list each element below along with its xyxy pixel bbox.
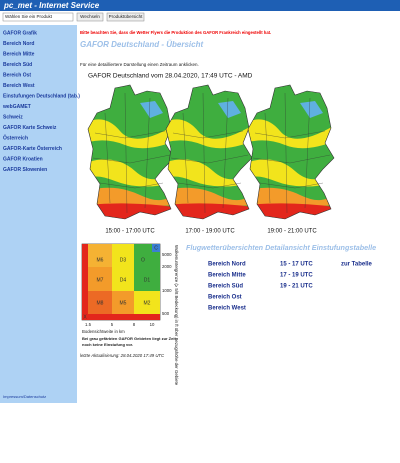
region-link[interactable]: Bereich Süd [208, 284, 243, 290]
sidebar-item[interactable]: Bereich Ost [3, 72, 31, 78]
switch-button[interactable] [76, 12, 104, 22]
sidebar-item[interactable]: Bereich West [3, 83, 35, 89]
time-link[interactable]: 17 - 19 UTC [280, 273, 313, 279]
sidebar-item[interactable]: Schweiz [3, 114, 23, 120]
header-bar [0, 0, 400, 11]
legend-cell: X [83, 314, 87, 320]
switch-button-text[interactable]: Wechseln [80, 14, 100, 19]
notice: Bitte beachten Sie, dass die Wetter Flye… [80, 30, 271, 35]
sidebar-item[interactable]: Einstufungen Deutschland (tab.) [3, 93, 80, 99]
legend-cell: O [141, 257, 145, 263]
legend-cell: M8 [97, 300, 104, 306]
legend-cell: M7 [97, 277, 104, 283]
sidebar-item[interactable]: Österreich [3, 134, 28, 141]
maps-title: GAFOR Deutschland vom 28.04.2020, 17:49 … [88, 73, 253, 80]
sidebar-item[interactable]: Bereich Süd [3, 62, 32, 68]
region-link[interactable]: Bereich Nord [208, 262, 246, 268]
overview-button-text[interactable]: Produktübersicht [109, 14, 144, 19]
legend-cell: M6 [97, 257, 104, 263]
product-select[interactable] [2, 12, 74, 22]
sidebar-item[interactable]: Bereich Mitte [3, 51, 35, 57]
sidebar [0, 25, 77, 403]
table-link[interactable]: zur Tabelle [341, 262, 373, 268]
legend-cell: M5 [120, 300, 127, 306]
sidebar-item[interactable]: GAFOR Slowenien [3, 167, 47, 173]
region-link[interactable]: Bereich West [208, 306, 246, 312]
links-heading: Flugwetterübersichten Detailansicht Eins… [186, 243, 376, 252]
legend-note: noch keine Einstufung vor. [82, 342, 133, 347]
sidebar-item[interactable]: Bereich Nord [3, 41, 34, 47]
sidebar-item[interactable]: GAFOR Grafik [3, 30, 37, 36]
header-title: pc_met - Internet Service [3, 1, 100, 10]
sidebar-item[interactable]: GAFOR Karte Schweiz [3, 125, 57, 131]
time-link[interactable]: 19 - 21 UTC [280, 284, 313, 290]
legend-right-tick: 2000 [162, 264, 172, 269]
region-link[interactable]: Bereich Ost [208, 295, 242, 301]
map-label[interactable]: 15:00 - 17:00 UTC [105, 229, 155, 235]
legend-cell: C [154, 245, 158, 251]
sidebar-item[interactable]: webGAMET [2, 104, 31, 110]
legend-right-axis: Wolkenuntergrenze (≥ 5/8 Bedeckung) in f… [174, 245, 179, 386]
legend-bottom-tick: 5 [111, 322, 114, 327]
legend-cell: D4 [120, 277, 127, 283]
legend-bottom-tick: 10 [150, 322, 155, 327]
region-link[interactable]: Bereich Mitte [208, 273, 246, 279]
legend-bottom-axis: Bodensichtweite in km [82, 329, 125, 334]
legend-bottom-tick: 1.5 [85, 322, 92, 327]
legend-cell: D3 [120, 257, 127, 263]
legend-right-tick: 1000 [162, 288, 172, 293]
map-1[interactable] [85, 83, 175, 223]
updated: letzte Aktualisierung: 28.04.2020 17:49 … [80, 353, 165, 358]
map-2[interactable] [163, 83, 253, 223]
legend [81, 243, 161, 321]
product-select-text[interactable]: Wählen Sie ein Produkt [5, 14, 53, 19]
map-3[interactable] [245, 83, 335, 223]
legend-right-tick: 500 [162, 311, 170, 316]
map-label[interactable]: 19:00 - 21:00 UTC [267, 229, 317, 235]
legend-note: Bei grau gefärbten GAFOR Gebieten liegt … [82, 336, 176, 341]
overview-button[interactable] [106, 12, 145, 22]
legend-cell: D1 [144, 277, 151, 283]
sidebar-item[interactable]: GAFOR-Karte Österreich [3, 145, 62, 152]
heading: GAFOR Deutschland - Übersicht [80, 40, 203, 49]
instruction: Für eine detailliertere Darstellung eine… [80, 62, 199, 67]
legend-bottom-tick: 8 [133, 322, 136, 327]
sidebar-item[interactable]: GAFOR Kroatien [3, 156, 43, 162]
time-link[interactable]: 15 - 17 UTC [280, 262, 313, 268]
legend-cell: M2 [144, 300, 151, 306]
map-label[interactable]: 17:00 - 19:00 UTC [185, 229, 235, 235]
sidebar-footer[interactable]: Impressum/Datenschutz [3, 394, 46, 399]
legend-right-tick: 5000 [162, 252, 172, 257]
